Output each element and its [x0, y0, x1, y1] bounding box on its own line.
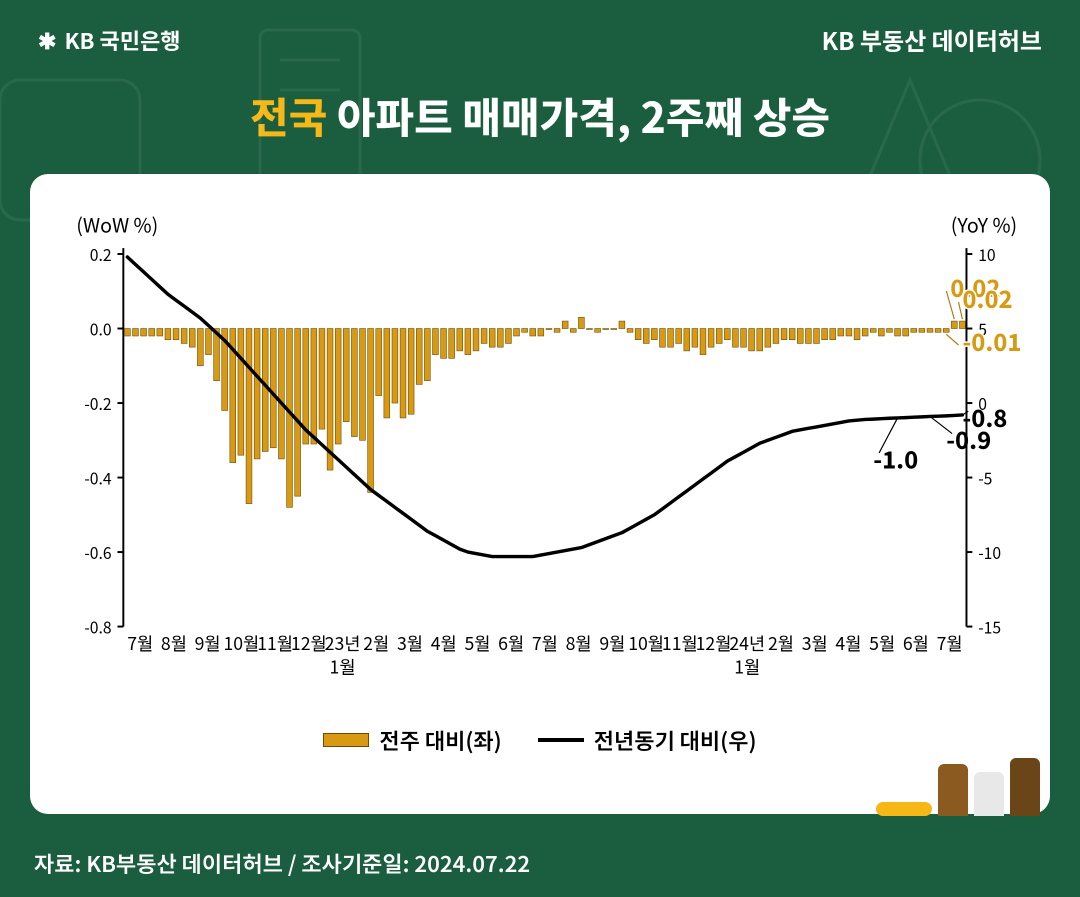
svg-text:(YoY %): (YoY %)	[951, 209, 1017, 238]
svg-text:(WoW %): (WoW %)	[76, 209, 158, 238]
svg-text:24년: 24년	[729, 631, 765, 656]
svg-text:2월: 2월	[363, 631, 389, 656]
svg-text:10: 10	[978, 243, 995, 266]
svg-text:5월: 5월	[464, 631, 490, 656]
legend: 전주 대비(좌) 전년동기 대비(우)	[40, 724, 1040, 756]
svg-text:-5: -5	[978, 466, 992, 489]
corner-deco	[876, 758, 1040, 816]
svg-text:4월: 4월	[835, 631, 861, 656]
svg-text:12월: 12월	[696, 631, 732, 656]
legend-bar-label: 전주 대비(좌)	[379, 724, 501, 756]
svg-text:2월: 2월	[768, 631, 794, 656]
svg-text:1월: 1월	[734, 655, 760, 680]
logo-star-icon: ✱	[38, 24, 56, 56]
title-rest: 아파트 매매가격, 2주째 상승	[327, 85, 830, 146]
source-text: 자료: KB부동산 데이터허브 / 조사기준일: 2024.07.22	[34, 847, 530, 879]
svg-text:8월: 8월	[161, 631, 187, 656]
logo-left: ✱ KB 국민은행	[38, 24, 180, 56]
svg-text:1월: 1월	[330, 655, 356, 680]
chart-card: 0.20.0-0.2-0.4-0.6-0.81050-5-10-15(WoW %…	[30, 174, 1050, 814]
svg-text:-10: -10	[978, 541, 1001, 564]
svg-text:-15: -15	[978, 615, 1001, 638]
svg-text:7월: 7월	[937, 631, 963, 656]
svg-text:8월: 8월	[566, 631, 592, 656]
svg-text:6월: 6월	[903, 631, 929, 656]
svg-text:7월: 7월	[127, 631, 153, 656]
svg-text:11월: 11월	[257, 631, 293, 656]
svg-text:0.02: 0.02	[962, 281, 1012, 315]
svg-text:0.0: 0.0	[90, 317, 112, 340]
legend-line-icon	[538, 738, 584, 742]
svg-text:-0.01: -0.01	[962, 324, 1021, 358]
legend-item-line: 전년동기 대비(우)	[538, 724, 757, 756]
legend-line-label: 전년동기 대비(우)	[594, 724, 757, 756]
svg-text:-0.4: -0.4	[84, 466, 111, 489]
svg-text:23년: 23년	[325, 631, 361, 656]
svg-text:5월: 5월	[869, 631, 895, 656]
svg-text:9월: 9월	[599, 631, 625, 656]
svg-text:-1.0: -1.0	[873, 442, 918, 476]
svg-text:10월: 10월	[223, 631, 259, 656]
svg-text:4월: 4월	[431, 631, 457, 656]
svg-text:12월: 12월	[291, 631, 327, 656]
svg-text:-0.8: -0.8	[84, 615, 111, 638]
svg-text:-0.8: -0.8	[962, 400, 1007, 434]
svg-text:6월: 6월	[498, 631, 524, 656]
svg-text:3월: 3월	[397, 631, 423, 656]
svg-text:11월: 11월	[662, 631, 698, 656]
svg-text:-0.6: -0.6	[84, 541, 111, 564]
chart-area: 0.20.0-0.2-0.4-0.6-0.81050-5-10-15(WoW %…	[40, 200, 1040, 710]
logo-left-text: KB 국민은행	[64, 24, 180, 56]
chart-svg: 0.20.0-0.2-0.4-0.6-0.81050-5-10-15(WoW %…	[40, 200, 1040, 710]
svg-text:3월: 3월	[802, 631, 828, 656]
legend-bar-icon	[323, 733, 369, 747]
svg-text:0.2: 0.2	[90, 243, 112, 266]
svg-text:-0.2: -0.2	[84, 392, 111, 415]
svg-text:7월: 7월	[532, 631, 558, 656]
svg-text:9월: 9월	[195, 631, 221, 656]
svg-text:10월: 10월	[628, 631, 664, 656]
legend-item-bar: 전주 대비(좌)	[323, 724, 501, 756]
